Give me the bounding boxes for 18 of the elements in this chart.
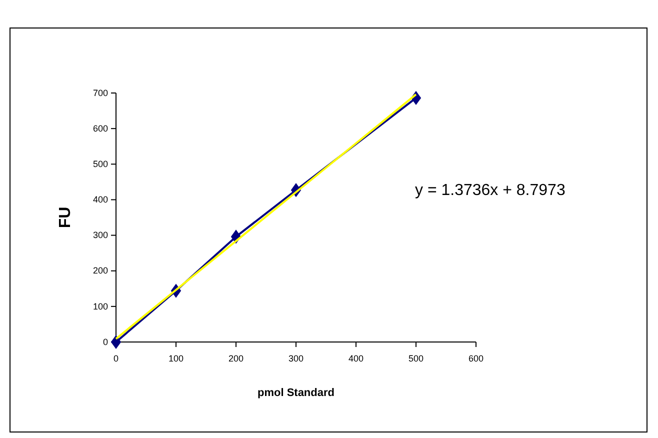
annotation: y = 1.3736x + 8.7973	[415, 182, 566, 199]
y-tick-label: 0	[102, 336, 108, 347]
y-tick-label: 600	[92, 123, 108, 134]
x-tick-label: 500	[408, 354, 424, 364]
y-tick-label: 700	[92, 88, 108, 98]
y-axis-title: FU	[57, 206, 74, 228]
x-tick-label: 400	[348, 354, 364, 364]
x-tick-label: 0	[113, 354, 119, 364]
x-tick-label: 300	[288, 354, 304, 364]
y-tick-label: 400	[92, 194, 108, 205]
x-tick-label: 600	[468, 354, 484, 364]
x-axis-title: pmol Standard	[257, 387, 335, 399]
x-tick-label: 200	[228, 354, 244, 364]
y-tick-label: 200	[92, 266, 108, 276]
y-tick-label: 100	[92, 301, 108, 312]
y-tick-label: 300	[92, 230, 108, 240]
y-tick-label: 500	[92, 159, 108, 170]
x-tick-label: 100	[168, 354, 184, 364]
